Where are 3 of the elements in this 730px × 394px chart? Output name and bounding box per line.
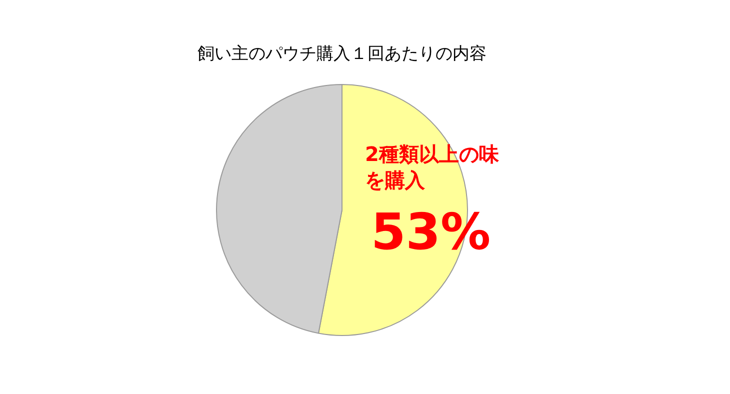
- slice-label: 2種類以上の味を購入: [364, 142, 500, 192]
- data-label: 53%: [370, 203, 491, 262]
- chart-title: 飼い主のパウチ購入１回あたりの内容: [196, 43, 488, 65]
